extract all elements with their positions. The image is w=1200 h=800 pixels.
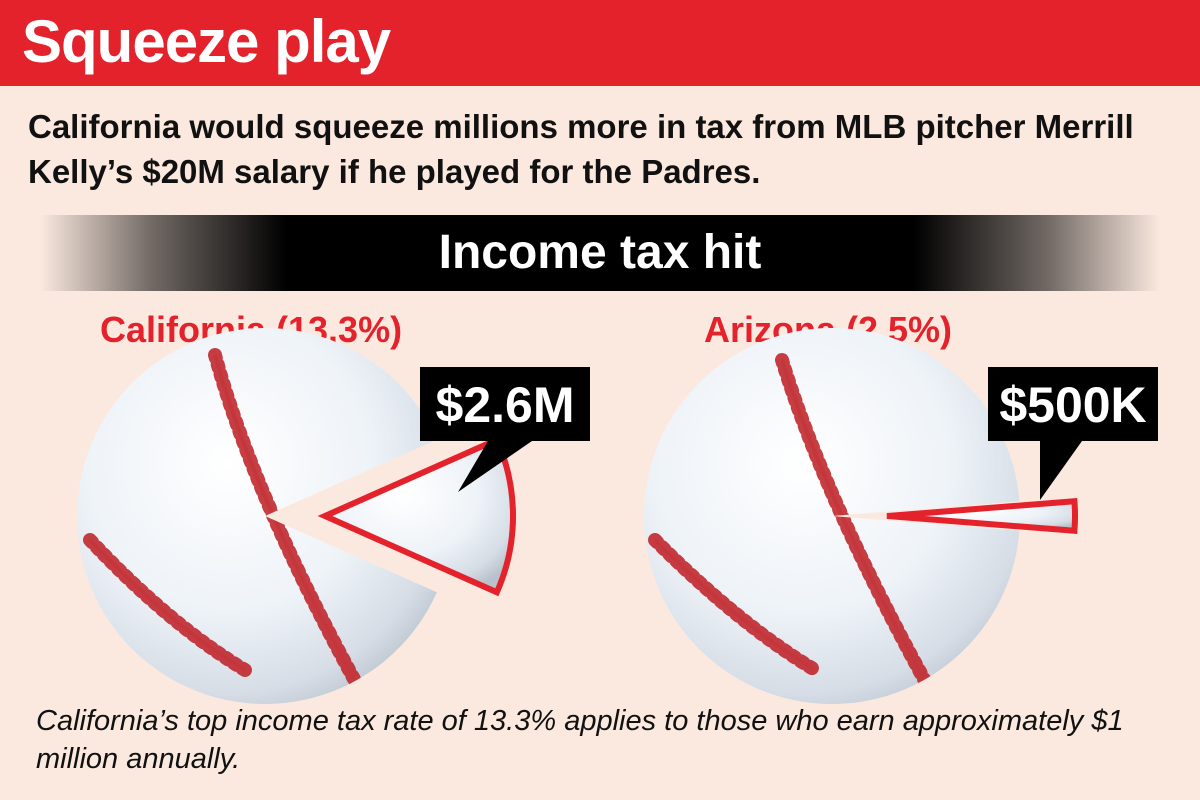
page-title: Squeeze play <box>22 8 391 75</box>
subtitle: California would squeeze millions more i… <box>28 108 1134 190</box>
california-callout-pointer <box>458 441 532 492</box>
arizona-pie: $500K <box>643 328 1158 704</box>
chart-title: Income tax hit <box>438 226 762 279</box>
arizona-callout-box <box>988 367 1158 441</box>
header-bar: Squeeze play <box>0 0 1200 86</box>
arizona-tax-slice <box>886 498 1078 534</box>
footnote: California’s top income tax rate of 13.3… <box>36 705 1124 775</box>
arizona-tax-amount-label: $500K <box>999 377 1146 433</box>
arizona-ball-stitches <box>648 353 937 697</box>
arizona-callout-pointer <box>1040 441 1082 500</box>
section-band: Income tax hit <box>40 215 1160 291</box>
california-tax-amount-label: $2.6M <box>436 377 575 433</box>
california-callout-box <box>420 367 590 441</box>
california-pie: $2.6M <box>77 328 590 705</box>
california-ball-stitches <box>83 348 367 697</box>
